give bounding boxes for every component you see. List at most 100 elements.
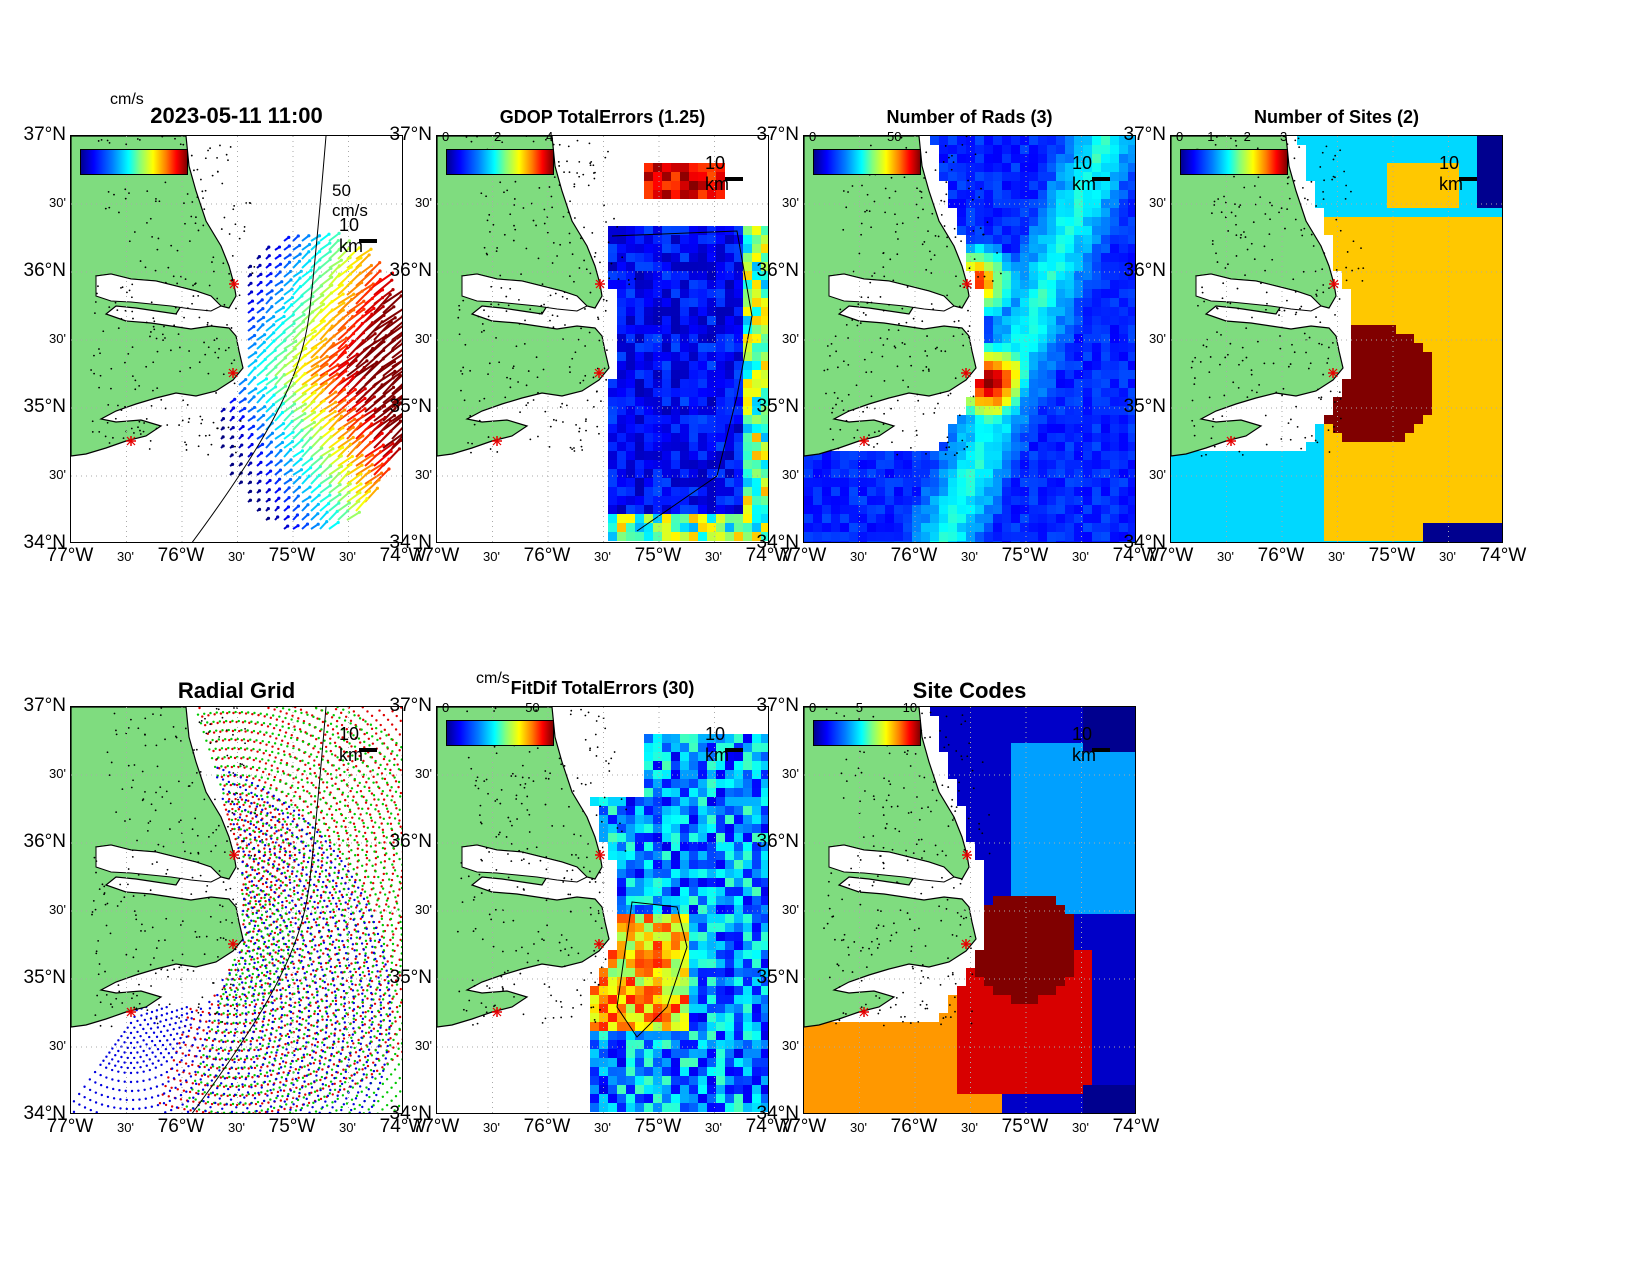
y-tick-label: 30' [782, 195, 799, 210]
scale-bar: 10 km [705, 724, 743, 766]
y-tick-label: 30' [415, 331, 432, 346]
y-tick-label: 30' [415, 195, 432, 210]
map-canvas [804, 707, 1135, 1113]
x-tick-label: 74°W [1479, 545, 1527, 566]
site-marker [229, 850, 239, 860]
x-tick-label: 30' [117, 1120, 134, 1135]
y-tick-label: 36°N [756, 260, 799, 281]
map-canvas [437, 707, 768, 1113]
y-tick-label: 34°N [23, 1103, 66, 1124]
site-marker [229, 279, 239, 289]
y-tick-label: 36°N [23, 831, 66, 852]
y-tick-label: 36°N [389, 831, 432, 852]
vector-scale-label: 50 cm/s [332, 181, 368, 220]
colorbar-tick-label: 50 [525, 700, 540, 715]
scale-bar-label: 10 km [339, 215, 363, 256]
x-tick-label: 30' [1328, 549, 1345, 564]
colorbar-unit: cm/s [110, 91, 144, 108]
x-tick-label: 75°W [634, 1116, 682, 1137]
x-tick-label: 76°W [157, 1116, 205, 1137]
colorbar [813, 720, 921, 746]
y-tick-label: 35°N [389, 396, 432, 417]
y-tick-label: 30' [1149, 331, 1166, 346]
x-tick-label: 30' [850, 549, 867, 564]
y-tick-label: 36°N [756, 831, 799, 852]
x-tick-label: 76°W [157, 545, 205, 566]
map-canvas [71, 707, 402, 1113]
x-tick-label: 30' [705, 549, 722, 564]
scale-bar-label: 10 km [1072, 153, 1096, 194]
site-marker [859, 1007, 869, 1017]
y-tick-label: 30' [49, 195, 66, 210]
panel-title: Radial Grid [177, 678, 296, 703]
y-tick-label: 37°N [756, 124, 799, 145]
x-tick-label: 30' [594, 1120, 611, 1135]
scale-bar: 10 km [339, 724, 377, 766]
colorbar-tick-label: 5 [855, 700, 864, 715]
x-tick-label: 30' [339, 1120, 356, 1135]
map-plot [1170, 135, 1503, 543]
colorbar-tick-label: 2 [1243, 129, 1251, 144]
x-tick-label: 77°W [779, 545, 827, 566]
y-tick-label: 37°N [1123, 124, 1166, 145]
y-tick-label: 30' [782, 902, 799, 917]
colorbar-tick-label: 3 [1280, 129, 1288, 144]
x-tick-label: 30' [339, 549, 356, 564]
y-tick-label: 35°N [23, 967, 66, 988]
colorbar [1180, 149, 1288, 175]
scale-bar: 10 km [1072, 153, 1110, 195]
colorbar-tick-label: 1 [1207, 129, 1215, 144]
colorbar [446, 720, 554, 746]
site-marker [859, 436, 869, 446]
x-tick-label: 30' [483, 549, 500, 564]
x-tick-label: 30' [961, 1120, 978, 1135]
site-marker [1328, 368, 1338, 378]
y-tick-label: 30' [415, 1038, 432, 1053]
map-canvas [71, 136, 402, 542]
map-plot [803, 135, 1136, 543]
x-tick-label: 76°W [890, 545, 938, 566]
site-marker [594, 939, 604, 949]
colorbar [80, 149, 188, 175]
x-tick-label: 77°W [412, 1116, 460, 1137]
y-tick-label: 37°N [23, 124, 66, 145]
y-tick-label: 37°N [756, 695, 799, 716]
map-canvas [804, 136, 1135, 542]
y-tick-label: 34°N [1123, 532, 1166, 553]
scale-bar-label: 10 km [705, 724, 729, 765]
x-tick-label: 74°W [745, 545, 793, 566]
x-tick-label: 30' [594, 549, 611, 564]
map-canvas [437, 136, 768, 542]
x-tick-label: 30' [483, 1120, 500, 1135]
scale-bar: 10 km [1439, 153, 1477, 195]
colorbar [446, 149, 554, 175]
y-tick-label: 30' [415, 902, 432, 917]
site-marker [594, 368, 604, 378]
map-canvas [1171, 136, 1502, 542]
colorbar-unit: cm/s [476, 670, 510, 687]
y-tick-label: 30' [1149, 467, 1166, 482]
x-tick-label: 74°W [1112, 1116, 1160, 1137]
panel-title: Site Codes [912, 678, 1027, 703]
x-tick-label: 75°W [1368, 545, 1416, 566]
panel-title: 2023-05-11 11:00 [150, 103, 323, 128]
x-tick-label: 30' [850, 1120, 867, 1135]
x-tick-label: 75°W [1001, 545, 1049, 566]
y-tick-label: 30' [1149, 195, 1166, 210]
y-tick-label: 36°N [1123, 260, 1166, 281]
y-tick-label: 30' [415, 467, 432, 482]
y-tick-label: 37°N [389, 124, 432, 145]
map-plot [436, 706, 769, 1114]
x-tick-label: 30' [1072, 549, 1089, 564]
x-tick-label: 74°W [1112, 545, 1160, 566]
y-tick-label: 34°N [23, 532, 66, 553]
colorbar-tick-label: 0 [1176, 129, 1184, 144]
x-tick-label: 75°W [268, 1116, 316, 1137]
y-tick-label: 35°N [1123, 396, 1166, 417]
x-tick-label: 30' [1439, 549, 1456, 564]
scale-bar-label: 10 km [339, 724, 363, 765]
x-tick-label: 76°W [890, 1116, 938, 1137]
x-tick-label: 74°W [379, 545, 427, 566]
scale-bar: 10 km [339, 215, 377, 257]
site-marker [1226, 436, 1236, 446]
